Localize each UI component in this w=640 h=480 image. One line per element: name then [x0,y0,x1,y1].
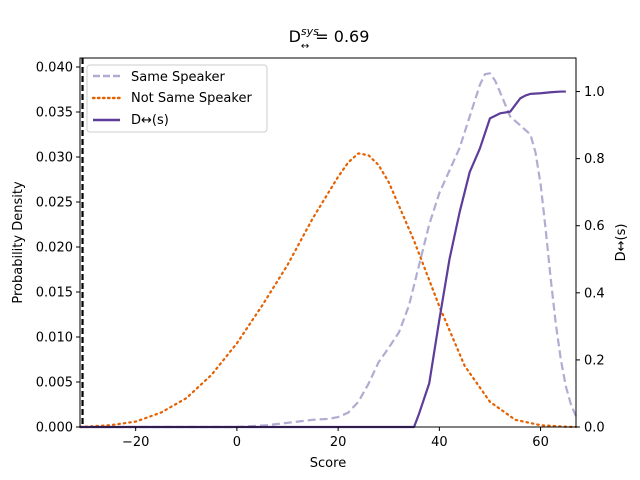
d-of-s-line [80,90,566,429]
y2-tick-label: 0.6 [584,219,605,234]
not-same-speaker-line [78,152,578,429]
x-axis: −20 0 20 40 60 [122,427,549,450]
y2-axis-label: D↔(s) [614,224,629,262]
y2-tick-label: 0.2 [584,353,605,368]
x-tick-label: 60 [532,435,549,450]
x-tick-label: 20 [330,435,347,450]
title-value: = 0.69 [315,27,369,46]
title-superscript: sys [301,25,319,38]
y2-tick-label: 0.8 [584,152,605,167]
y-tick-label: 0.025 [36,196,73,211]
y-tick-label: 0.035 [36,106,73,121]
plot-frame [79,57,577,428]
y-tick-label: 0.010 [36,331,73,346]
x-axis-label: Score [310,456,346,471]
title-main: D [289,27,301,46]
y-axis-right: 0.0 0.2 0.4 0.6 0.8 1.0 [576,85,605,436]
series-layer [78,72,578,429]
y-tick-label: 0.000 [36,421,73,436]
chart-title: Dsys ↔ = 0.69 [289,25,370,52]
y2-tick-label: 0.0 [584,421,605,436]
x-tick-label: −20 [122,435,149,450]
legend-label-d-of-s: D↔(s) [131,113,169,128]
y-tick-label: 0.040 [36,61,73,76]
y-tick-label: 0.015 [36,286,73,301]
legend: Same Speaker Not Same Speaker D↔(s) [86,64,268,133]
y-axis-label: Probability Density [11,181,26,304]
legend-label-not-same-speaker: Not Same Speaker [131,91,252,106]
y-tick-label: 0.030 [36,151,73,166]
x-tick-label: 40 [431,435,448,450]
x-tick-label: 0 [233,435,241,450]
y-tick-label: 0.020 [36,241,73,256]
same-speaker-line [80,72,578,429]
y-tick-label: 0.005 [36,376,73,391]
y-axis-left: 0.000 0.005 0.010 0.015 0.020 0.025 0.030 0.035… [36,61,80,436]
title-subscript: ↔ [301,41,309,52]
legend-label-same-speaker: Same Speaker [131,70,226,85]
legend-box [86,64,268,133]
y2-tick-label: 0.4 [584,286,605,301]
y2-tick-label: 1.0 [584,85,605,100]
